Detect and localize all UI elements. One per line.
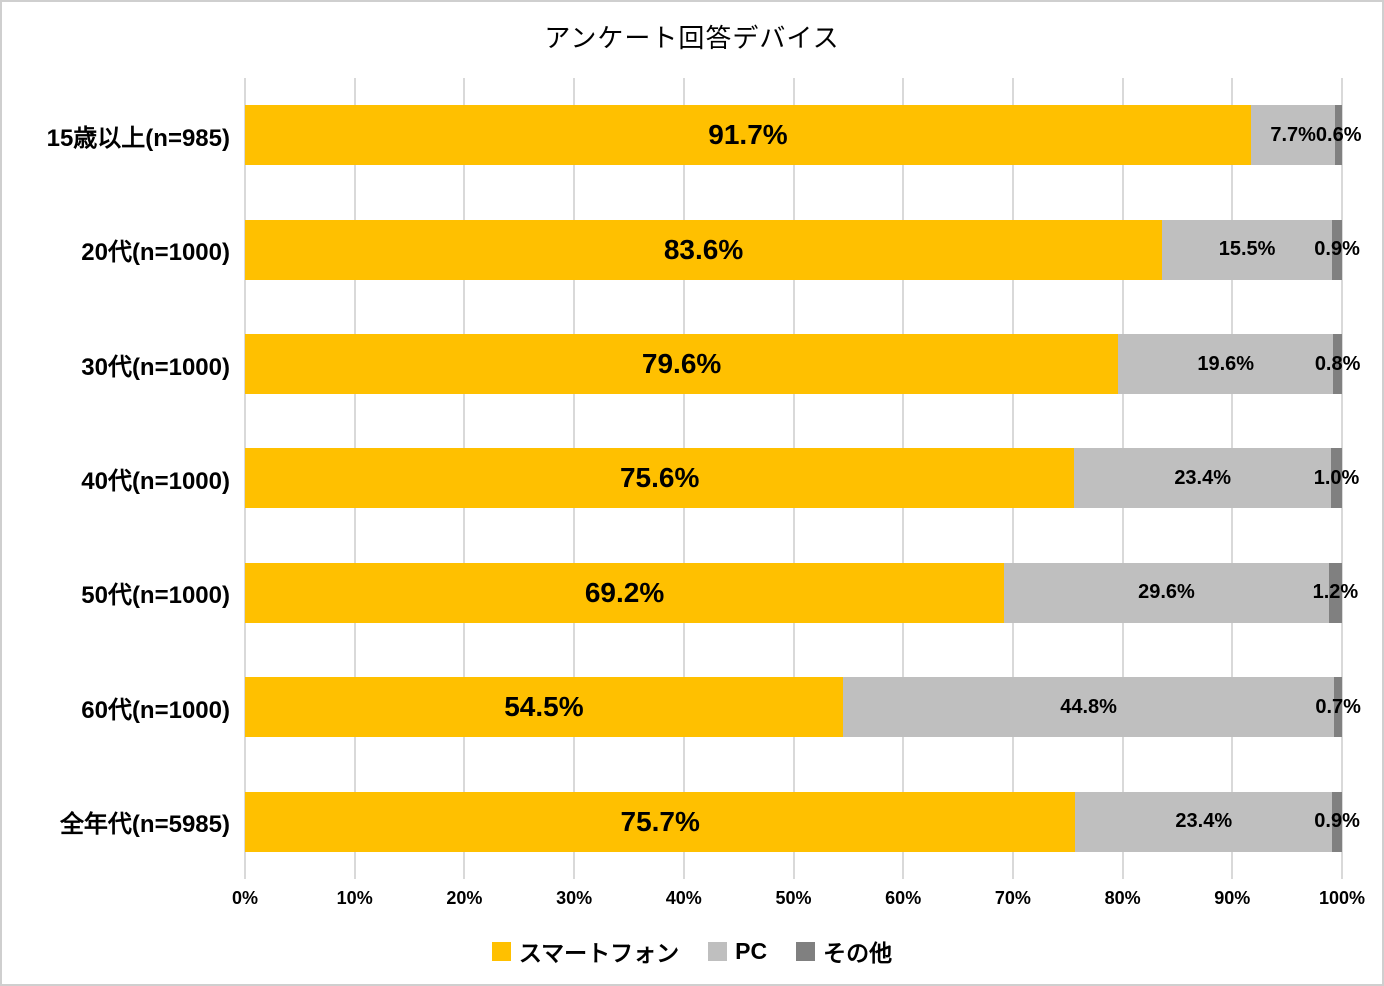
legend-item-pc: PC <box>708 938 767 965</box>
stacked-bar: 69.2% 29.6% 1.2% <box>245 562 1358 623</box>
category-label: 40代(n=1000) <box>81 467 230 495</box>
bar-segment-pc <box>1162 219 1333 280</box>
bar-segment-pc <box>1118 334 1334 395</box>
gridline <box>1341 78 1343 879</box>
value-label: 0.9% <box>1314 238 1360 261</box>
bar-segment-other <box>1335 105 1342 166</box>
value-label: 1.0% <box>1313 466 1360 489</box>
legend-label: スマートフォン <box>518 940 680 966</box>
value-label: 29.6% <box>1138 581 1195 604</box>
bar-segment-other <box>1332 219 1342 280</box>
legend-swatch-icon <box>708 941 728 961</box>
bar-row: 91.7% 7.7% 0.6% <box>245 78 1362 192</box>
stacked-bar: 54.5% 44.8% 0.7% <box>245 677 1361 738</box>
stacked-bar: 79.6% 19.6% 0.8% <box>245 334 1360 395</box>
legend-label: その他 <box>823 940 893 966</box>
bar-segment-smartphone <box>245 105 1251 166</box>
value-label: 75.7% <box>620 805 700 837</box>
tick-label: 90% <box>1214 888 1251 908</box>
bar-segment-smartphone <box>245 448 1075 509</box>
value-label: 83.6% <box>663 233 744 265</box>
legend-item-smartphone: スマートフォン <box>491 934 680 968</box>
legend-swatch-icon <box>491 941 511 961</box>
tick-label: 80% <box>1104 888 1141 908</box>
stacked-bar: 75.6% 23.4% 1.0% <box>245 448 1359 509</box>
value-label: 0.8% <box>1314 352 1361 375</box>
tick-label: 100% <box>1318 888 1366 908</box>
bar-segment-pc <box>1075 791 1333 852</box>
bar-row: 69.2% 29.6% 1.2% <box>245 536 1358 650</box>
legend-swatch-icon <box>796 941 816 961</box>
bar-segment-other <box>1331 448 1342 509</box>
tick-label: 20% <box>446 888 483 908</box>
chart-title: アンケート回答デバイス <box>544 23 840 53</box>
bar-segment-other <box>1333 334 1342 395</box>
bar-segment-other <box>1328 562 1342 623</box>
bar-row: 79.6% 19.6% 0.8% <box>245 307 1360 421</box>
bar-row: 83.6% 15.5% 0.9% <box>245 192 1360 306</box>
legend: スマートフォン PC その他 <box>2 934 1382 968</box>
x-axis: 0% 10% 20% 30% 40% 50% 60% 70% 80% 90% 100% <box>232 888 1365 912</box>
stacked-bar: 83.6% 15.5% 0.9% <box>245 219 1360 280</box>
value-label: 0.9% <box>1314 810 1360 833</box>
bar-segment-smartphone <box>245 334 1119 395</box>
tick-label: 0% <box>231 888 259 908</box>
bar-segment-smartphone <box>245 791 1076 852</box>
tick-label: 50% <box>775 888 812 908</box>
value-label: 15.5% <box>1218 238 1276 261</box>
value-label: 19.6% <box>1197 352 1255 375</box>
category-label: 15歳以上(n=985) <box>46 124 230 152</box>
tick-label: 40% <box>665 888 702 908</box>
bar-row: 75.7% 23.4% 0.9% <box>245 765 1360 879</box>
plot-area: 91.7% 7.7% 0.6% 83.6% 15.5% 0.9% 79.6% 19.6% 0.8… <box>244 78 1362 879</box>
bar-segment-smartphone <box>245 677 843 738</box>
category-label: 50代(n=1000) <box>81 582 230 610</box>
legend-item-other: その他 <box>796 934 892 968</box>
bar-row: 75.6% 23.4% 1.0% <box>245 421 1359 535</box>
value-label: 7.7% <box>1270 123 1316 146</box>
tick-label: 30% <box>556 888 593 908</box>
value-label: 1.2% <box>1312 581 1359 604</box>
value-label: 23.4% <box>1174 466 1232 489</box>
bar-segment-smartphone <box>245 219 1163 280</box>
value-label: 54.5% <box>504 691 584 723</box>
category-label: 20代(n=1000) <box>81 239 230 267</box>
stacked-bar: 75.7% 23.4% 0.9% <box>245 791 1360 852</box>
category-label: 60代(n=1000) <box>81 696 230 724</box>
tick-label: 10% <box>336 888 373 908</box>
value-label: 44.8% <box>1060 695 1117 718</box>
tick-label: 60% <box>885 888 922 908</box>
category-label: 全年代(n=5985) <box>59 811 230 839</box>
bar-row: 54.5% 44.8% 0.7% <box>245 650 1361 764</box>
bar-segment-other <box>1334 677 1342 738</box>
tick-label: 70% <box>994 888 1031 908</box>
legend-label: PC <box>735 937 768 964</box>
bar-segment-pc <box>1004 562 1329 623</box>
stacked-bar: 91.7% 7.7% 0.6% <box>245 105 1362 166</box>
value-label: 69.2% <box>584 576 665 608</box>
category-label: 30代(n=1000) <box>81 353 230 381</box>
value-label: 23.4% <box>1175 810 1233 833</box>
bar-segment-smartphone <box>245 562 1005 623</box>
value-label: 91.7% <box>708 119 788 151</box>
value-label: 75.6% <box>619 462 700 494</box>
value-label: 0.7% <box>1315 695 1361 718</box>
bar-segment-other <box>1332 791 1342 852</box>
bar-segment-pc <box>1074 448 1332 509</box>
value-label: 0.6% <box>1315 123 1362 146</box>
bar-segment-pc <box>842 677 1335 738</box>
bar-segment-pc <box>1250 105 1336 166</box>
value-label: 79.6% <box>641 348 722 380</box>
